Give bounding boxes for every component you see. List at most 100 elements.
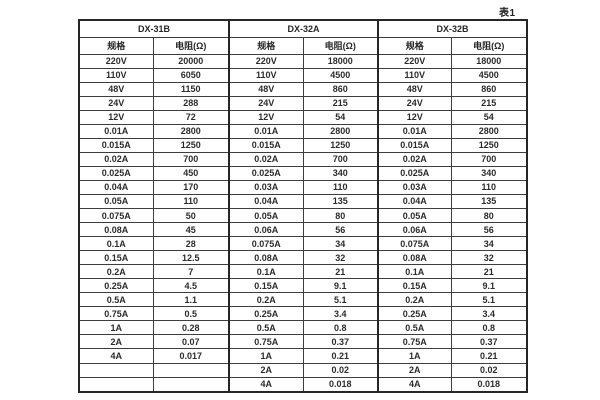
resistance-cell: 5.1 [302,292,379,308]
spec-cell: 12V [78,109,154,125]
spec-cell: 1A [228,348,304,364]
resistance-cell: 135 [450,193,528,210]
spec-cell: 0.75A [377,334,452,350]
resistance-cell: 54 [450,109,528,125]
resistance-cell: 3.4 [450,306,528,322]
resistance-spec-table: DX-31B DX-32A DX-32B 规格 电阻(Ω) 规格 电阻(Ω) 规… [78,19,529,393]
spec-cell: 0.075A [377,236,452,252]
spec-cell: 4A [377,376,452,393]
spec-cell: 0.15A [377,278,452,294]
table-row: 0.25A 4.5 0.15A 9.1 0.15A 9.1 [78,278,528,294]
col-header-res-dx32a: 电阻(Ω) [302,36,379,55]
spec-cell: 0.01A [377,123,452,139]
spec-cell: 0.03A [377,179,452,195]
col-header-spec-dx32b: 规格 [377,36,452,55]
resistance-cell: 0.37 [450,334,528,350]
resistance-cell: 1.1 [152,292,230,308]
spec-cell: 220V [377,53,452,69]
resistance-cell: 45 [152,222,230,238]
resistance-cell: 50 [152,208,230,224]
spec-cell: 0.015A [377,137,452,153]
table-row: 0.08A 45 0.06A 56 0.06A 56 [78,222,528,238]
group-title-dx31b: DX-31B [78,19,230,38]
spec-cell: 48V [377,81,452,97]
table-row: 24V 288 24V 215 24V 215 [78,95,528,111]
spec-cell: 0.05A [377,208,452,224]
table-row: 0.05A 110 0.04A 135 0.04A 135 [78,193,528,210]
spec-cell: 0.75A [228,334,304,350]
column-header-row: 规格 电阻(Ω) 规格 电阻(Ω) 规格 电阻(Ω) [78,36,528,55]
spec-cell: 220V [228,53,304,69]
spec-cell: 0.5A [78,292,154,308]
resistance-cell: 7 [152,264,230,280]
resistance-cell: 0.37 [302,334,379,350]
spec-cell: 0.075A [228,236,304,252]
spec-cell: 0.25A [377,306,452,322]
resistance-cell: 1250 [152,137,230,153]
spec-cell: 2A [228,362,304,378]
resistance-cell [152,362,230,378]
resistance-cell: 34 [450,236,528,252]
spec-cell: 24V [377,95,452,111]
spec-cell: 110V [78,67,154,83]
table-row: 0.01A 2800 0.01A 2800 0.01A 2800 [78,123,528,139]
spec-cell: 0.25A [78,278,154,294]
resistance-cell: 110 [302,179,379,195]
spec-cell: 0.2A [78,264,154,280]
table-row: 1A 0.28 0.5A 0.8 0.5A 0.8 [78,320,528,336]
spec-cell: 2A [78,334,154,350]
spec-cell: 0.75A [78,306,154,322]
spec-cell: 4A [228,376,304,393]
resistance-cell: 110 [152,193,230,210]
table-row: 12V 72 12V 54 12V 54 [78,109,528,125]
spec-cell: 0.1A [228,264,304,280]
spec-cell [78,376,154,393]
spec-cell: 0.04A [78,179,154,195]
table-row: 4A 0.018 4A 0.018 [78,376,528,393]
resistance-cell: 340 [302,165,379,181]
table-row: 0.75A 0.5 0.25A 3.4 0.25A 3.4 [78,306,528,322]
resistance-cell: 21 [450,264,528,280]
spec-cell: 0.015A [78,137,154,153]
spec-cell: 12V [228,109,304,125]
resistance-cell: 700 [152,151,230,167]
table-row: 0.04A 170 0.03A 110 0.03A 110 [78,179,528,195]
spec-cell: 0.15A [228,278,304,294]
table-row: 2A 0.07 0.75A 0.37 0.75A 0.37 [78,334,528,350]
resistance-cell: 0.018 [450,376,528,393]
spec-cell: 48V [78,81,154,97]
col-header-spec-dx31b: 规格 [78,36,154,55]
resistance-cell: 9.1 [302,278,379,294]
spec-cell: 0.1A [377,264,452,280]
spec-cell: 0.04A [228,193,304,210]
resistance-cell: 80 [302,208,379,224]
resistance-cell: 1250 [302,137,379,153]
resistance-cell: 32 [450,250,528,266]
table-row: 48V 1150 48V 860 48V 860 [78,81,528,97]
resistance-cell: 135 [302,193,379,210]
spec-cell: 2A [377,362,452,378]
spec-cell: 0.05A [78,193,154,210]
resistance-cell: 1150 [152,81,230,97]
resistance-cell: 2800 [302,123,379,139]
resistance-cell: 215 [450,95,528,111]
spec-cell: 0.02A [78,151,154,167]
resistance-cell: 700 [302,151,379,167]
resistance-cell: 12.5 [152,250,230,266]
col-header-spec-dx32a: 规格 [228,36,304,55]
spec-cell: 0.5A [377,320,452,336]
resistance-cell: 0.017 [152,348,230,364]
spec-cell: 0.025A [78,165,154,181]
resistance-cell: 215 [302,95,379,111]
resistance-cell: 54 [302,109,379,125]
resistance-cell: 34 [302,236,379,252]
spec-cell: 0.2A [377,292,452,308]
spec-cell: 0.15A [78,250,154,266]
spec-cell: 0.025A [228,165,304,181]
table-row: 0.1A 28 0.075A 34 0.075A 34 [78,236,528,252]
resistance-cell: 5.1 [450,292,528,308]
resistance-cell: 20000 [152,53,230,69]
group-title-dx32b: DX-32B [377,19,528,38]
spec-cell: 0.06A [377,222,452,238]
